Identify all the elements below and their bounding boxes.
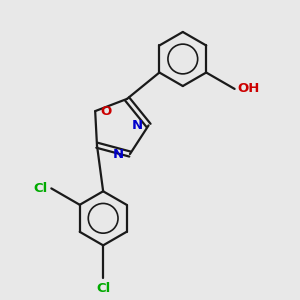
Text: N: N xyxy=(132,119,143,132)
Text: Cl: Cl xyxy=(33,182,48,195)
Text: OH: OH xyxy=(237,82,259,95)
Text: Cl: Cl xyxy=(96,282,110,295)
Text: N: N xyxy=(113,148,124,160)
Text: O: O xyxy=(101,105,112,118)
